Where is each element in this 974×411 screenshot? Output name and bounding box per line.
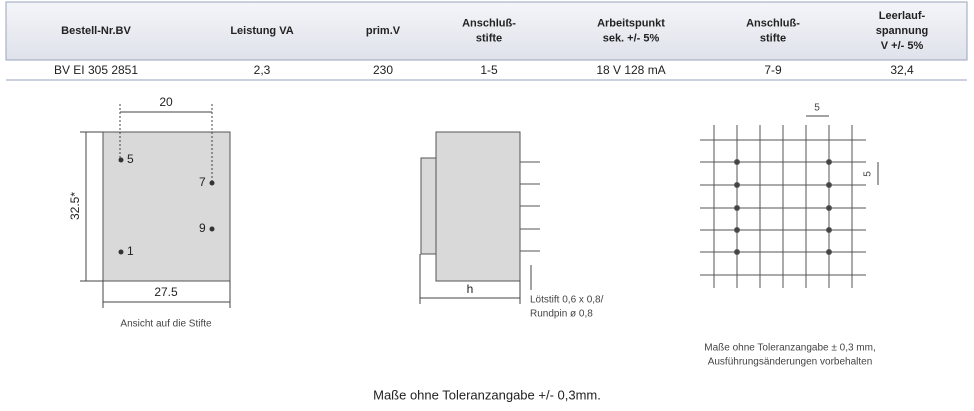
note: Ausführungsänderungen vorbehalten (708, 357, 873, 368)
cell: 1-5 (480, 63, 498, 77)
cell: BV EI 305 2851 (54, 63, 138, 77)
pin-label: 9 (199, 221, 206, 235)
footer: Maße ohne Toleranzangabe +/- 0,3mm. (373, 387, 601, 402)
header-row (5, 1, 968, 61)
header-cell: sek. +/- 5% (603, 32, 660, 44)
header-cell: Leerlauf- (879, 10, 926, 22)
dim-label: 5 (863, 171, 874, 177)
dim-label: h (467, 282, 474, 296)
note: Maße ohne Toleranzangabe ± 0,3 mm, (704, 343, 876, 354)
dim-label: 20 (159, 95, 173, 109)
hole (826, 182, 832, 188)
note: Rundpin ø 0,8 (530, 309, 593, 320)
pin-label: 1 (127, 244, 134, 258)
header-cell: spannung (876, 25, 929, 37)
header-cell: Anschluß- (746, 17, 800, 29)
hole (826, 159, 832, 165)
pins (520, 161, 540, 252)
pin (118, 249, 124, 255)
cell: 230 (373, 63, 393, 77)
grid-view: 5 5 Maße ohne Toleranzangabe ± 0,3 mm, A… (700, 103, 879, 368)
pin-label: 7 (199, 175, 206, 189)
header-cell: Leistung VA (230, 25, 293, 37)
spec-table: Bestell-Nr.BV Leistung VA prim.V Anschluß-s… (5, 1, 968, 81)
hole (734, 205, 740, 211)
pin-label: 5 (127, 152, 134, 166)
hole (826, 249, 832, 255)
hole (734, 159, 740, 165)
header-cell: stifte (760, 32, 786, 44)
pin (118, 157, 124, 163)
header-cell: stifte (476, 32, 502, 44)
caption: Ansicht auf die Stifte (120, 319, 212, 330)
body (435, 131, 521, 282)
note: Lötstift 0,6 x 0,8/ (530, 295, 604, 306)
hole (826, 205, 832, 211)
cell: 32,4 (890, 63, 914, 77)
header-cell: V +/- 5% (881, 40, 924, 52)
dim-label: 5 (814, 103, 820, 114)
header-cell: Bestell-Nr.BV (61, 25, 131, 37)
hole (734, 182, 740, 188)
header-cell: Anschluß- (462, 17, 516, 29)
dim-label: 27.5 (154, 285, 178, 299)
pin (209, 180, 215, 186)
flange (420, 157, 437, 255)
hole (734, 227, 740, 233)
side-view: h Lötstift 0,6 x 0,8/ Rundpin ø 0,8 (419, 131, 604, 320)
transformer-outline (102, 131, 231, 282)
cell: 2,3 (254, 63, 271, 77)
pin-view: 20 32.5* 27.5 5 7 9 1 Ansicht auf die St… (68, 95, 231, 330)
hole (826, 227, 832, 233)
header-cell: prim.V (366, 25, 401, 37)
cell: 18 V 128 mA (596, 63, 665, 77)
header-cell: Arbeitspunkt (597, 17, 665, 29)
dim-label: 32.5* (68, 192, 82, 220)
cell: 7-9 (764, 63, 782, 77)
pin (209, 226, 215, 232)
hole (734, 249, 740, 255)
